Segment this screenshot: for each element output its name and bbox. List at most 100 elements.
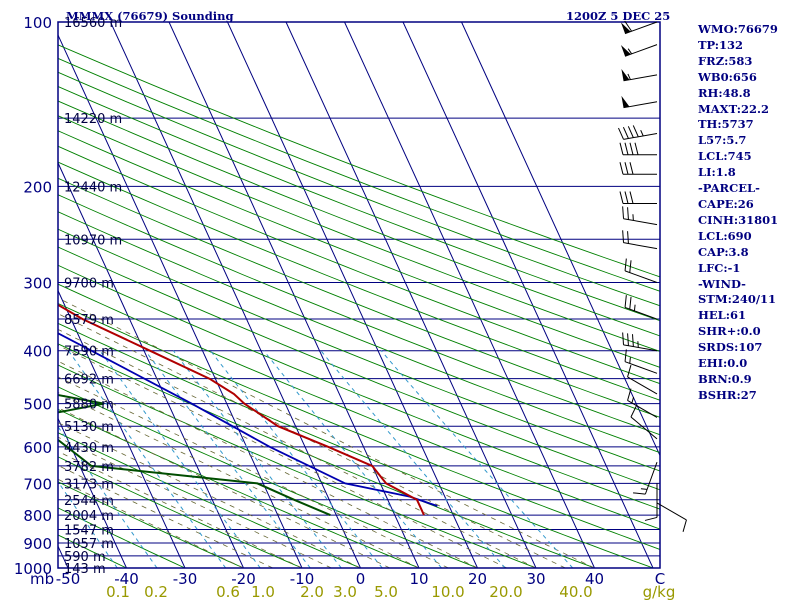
- mixing-ratio-label: 0.1: [106, 583, 130, 600]
- dry-adiabat: [58, 481, 244, 568]
- index-line: WB0:656: [698, 69, 757, 84]
- moist-adiabat: [58, 376, 449, 568]
- wind-barb: [621, 68, 658, 82]
- dry-adiabat: [58, 85, 660, 322]
- temperature-tick-label: -30: [173, 570, 198, 588]
- dry-adiabat: [58, 343, 595, 568]
- isotherm-line: [58, 33, 303, 568]
- dry-adiabat: [58, 302, 660, 550]
- wind-barb: [627, 388, 658, 418]
- plot-frame: [57, 21, 661, 569]
- index-line: TH:5737: [698, 117, 754, 132]
- index-line: SHR+:0.0: [698, 324, 761, 339]
- index-line: MAXT:22.2: [698, 101, 769, 116]
- index-line: SRDS:107: [698, 340, 763, 355]
- mixing-ratio-label: 3.0: [333, 583, 357, 600]
- height-label: 5130 m: [64, 420, 114, 435]
- mixing-ratio-line: [210, 350, 383, 568]
- height-label: 6692 m: [64, 373, 114, 388]
- height-label: 12440 m: [64, 180, 122, 195]
- dry-adiabat: [58, 177, 660, 418]
- height-label: 2544 m: [64, 494, 114, 509]
- height-label: 14220 m: [64, 112, 122, 127]
- index-line: LCL:745: [698, 149, 752, 164]
- mixing-ratio-label: 1.0: [251, 583, 275, 600]
- dry-adiabat: [58, 264, 660, 510]
- isotherm-line: [58, 417, 127, 568]
- index-line: RH:48.8: [698, 85, 751, 100]
- mixing-ratio-label: 0.2: [144, 583, 168, 600]
- temperature-tick-label: 20: [468, 570, 487, 588]
- wind-barb: [621, 95, 658, 109]
- isotherm-line: [285, 22, 537, 568]
- index-line: -WIND-: [698, 276, 746, 291]
- height-label: 10970 m: [64, 233, 122, 248]
- index-line: L57:5.7: [698, 133, 747, 148]
- height-label: 2004 m: [64, 509, 114, 524]
- isotherm-line: [168, 22, 420, 568]
- mixing-ratio-label: 2.0: [300, 583, 324, 600]
- index-line: CINH:31801: [698, 212, 779, 227]
- height-label: 16560 m: [64, 16, 122, 31]
- dry-adiabat: [58, 71, 660, 307]
- dry-adiabat: [58, 283, 660, 530]
- dry-adiabat: [58, 194, 660, 436]
- index-line: HEL:61: [698, 308, 746, 323]
- height-label: 3782 m: [64, 460, 114, 475]
- mixing-ratio-line: [263, 350, 442, 568]
- isotherm-line: [0, 22, 10, 568]
- indices-panel: WMO:76679 TP:132 FRZ:583 WB0:656 RH:48.8 MAXT…: [698, 22, 798, 404]
- isotherm-line: [344, 22, 595, 568]
- dry-adiabat: [58, 228, 660, 472]
- temperature-tick-label: -40: [114, 570, 139, 588]
- index-line: FRZ:583: [698, 53, 753, 68]
- isotherm-line: [402, 22, 654, 568]
- wind-barb: [630, 405, 658, 440]
- index-line: BSHR:27: [698, 387, 757, 402]
- height-label: 4430 m: [64, 441, 114, 456]
- temperature-tick-label: -50: [56, 570, 81, 588]
- sounding-time: 1200Z 5 DEC 25: [566, 9, 671, 23]
- pressure-tick-label: 700: [23, 475, 52, 493]
- dry-adiabat: [58, 364, 537, 568]
- height-label: 5880 m: [64, 398, 114, 413]
- temperature-tick-label: -20: [231, 570, 256, 588]
- wind-barb: [656, 502, 687, 532]
- moist-adiabat: [58, 422, 361, 568]
- height-label: 590 m: [64, 550, 106, 565]
- dry-adiabat: [58, 145, 660, 385]
- station-title: MMMX (76679) Sounding: [66, 9, 234, 23]
- wind-barb: [620, 20, 658, 35]
- pressure-tick-label: 800: [23, 507, 52, 525]
- temperature-tick-label: C: [655, 570, 665, 588]
- index-line: WMO:76679: [698, 22, 778, 36]
- height-label: 8579 m: [64, 313, 114, 328]
- dry-adiabat: [58, 386, 478, 568]
- parcel-trace: [58, 332, 438, 507]
- pressure-tick-label: 1000: [14, 560, 52, 578]
- dry-adiabat: [58, 57, 660, 292]
- mixing-ratio-line: [99, 350, 261, 568]
- mixing-ratio-label: 20.0: [489, 583, 522, 600]
- mixing-ratio-line: [67, 350, 227, 568]
- wind-barb: [644, 483, 658, 521]
- height-label: 7590 m: [64, 345, 114, 360]
- moist-adiabat: [58, 297, 595, 568]
- dry-adiabat: [58, 211, 660, 454]
- dry-adiabat: [58, 115, 660, 352]
- pressure-tick-label: 300: [23, 275, 52, 293]
- wind-barb: [618, 125, 658, 140]
- wind-barb: [633, 462, 658, 495]
- mixing-ratio-line: [380, 350, 574, 568]
- mixing-ratio-line: [144, 350, 311, 568]
- wind-barb: [627, 364, 658, 395]
- mixing-ratio-line: [173, 350, 342, 568]
- wind-barb: [620, 44, 658, 57]
- height-label: 1547 m: [64, 523, 114, 538]
- dry-adiabat: [58, 322, 654, 568]
- isotherm-line: [227, 22, 478, 568]
- wind-barb: [619, 142, 657, 156]
- index-line: -PARCEL-: [698, 181, 760, 196]
- wind-barb: [619, 191, 657, 205]
